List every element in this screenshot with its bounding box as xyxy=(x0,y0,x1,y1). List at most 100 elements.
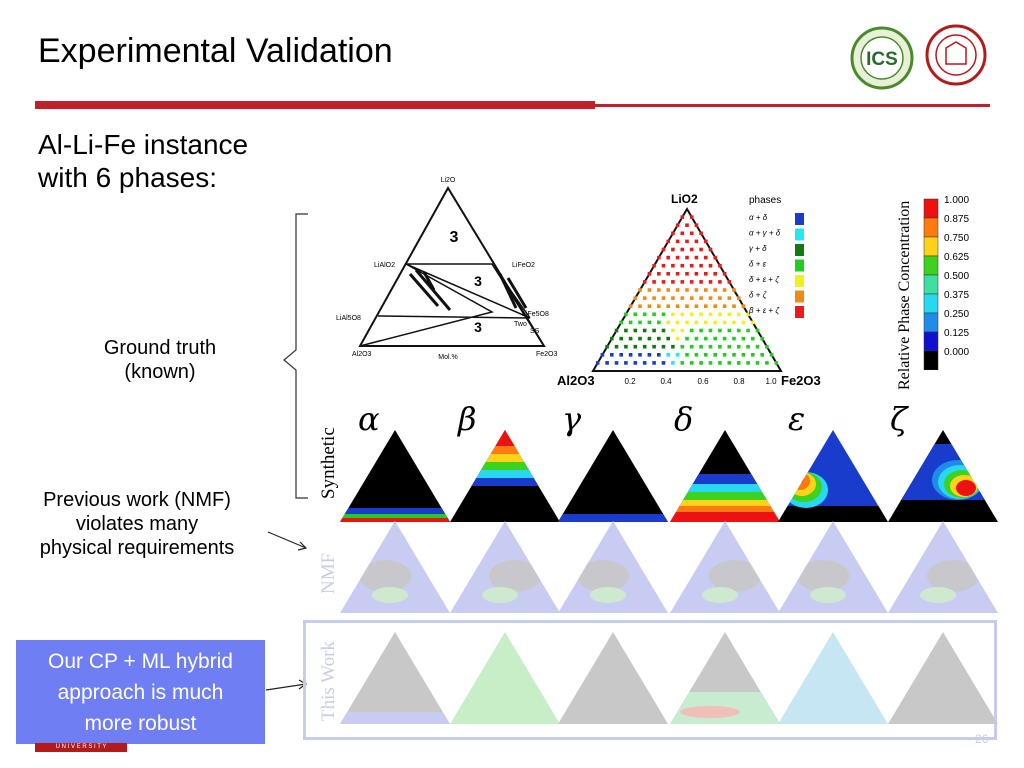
ternary-dot xyxy=(652,361,656,365)
ternary-tick: 0.2 xyxy=(624,377,636,386)
phases-legend-title: phases xyxy=(749,195,781,206)
colorbar: 1.000 0.875 0.750 0.625 0.500 0.375 0.250 0.125… xyxy=(923,195,969,370)
colorbar-tick: 1.000 xyxy=(944,195,969,206)
ternary-dot xyxy=(666,272,670,276)
ternary-dot xyxy=(642,312,647,317)
ternary-dot xyxy=(746,344,750,349)
ternary-dot xyxy=(718,280,722,284)
ternary-dot xyxy=(713,304,717,308)
ternary-dot xyxy=(689,328,694,333)
ternary-dot xyxy=(718,312,722,317)
ternary-dot xyxy=(657,288,661,292)
nmf-triangle xyxy=(340,521,450,613)
pd-label-ss: SS xyxy=(530,328,540,335)
annotation-lines xyxy=(265,213,308,691)
heading-line-2: with 6 phases: xyxy=(38,162,217,193)
synthetic-triangle xyxy=(340,430,450,522)
ternary-dot xyxy=(614,328,619,333)
greek-delta: δ xyxy=(674,400,694,438)
phase-legend-label: β + ε + ζ xyxy=(748,306,780,315)
colorbar-swatch xyxy=(923,198,939,219)
pd-label-lial5o8: LiAl5O8 xyxy=(336,315,361,322)
ternary-dot xyxy=(675,336,680,341)
ternary-dot xyxy=(765,344,769,349)
ternary-dot xyxy=(699,247,703,252)
our-approach-callout: Our CP + ML hybrid approach is much more… xyxy=(16,640,265,744)
ternary-dots xyxy=(595,215,779,365)
ternary-dot xyxy=(680,328,685,333)
ternary-dot xyxy=(600,353,605,357)
title-rule-thin xyxy=(595,104,990,107)
ternary-dot xyxy=(671,328,675,333)
pd-label-life5o8: LiFe5O8 xyxy=(522,311,549,318)
ternary-dot xyxy=(741,336,746,341)
ternary-dot xyxy=(624,361,628,365)
ternary-dot xyxy=(680,312,685,317)
greek-alpha: α xyxy=(358,400,380,438)
colorbar-swatch xyxy=(923,293,939,314)
ternary-dot xyxy=(657,336,661,341)
ternary-dot xyxy=(685,255,689,260)
ternary-dot xyxy=(685,288,689,292)
ternary-dot xyxy=(661,344,666,349)
ternary-dot xyxy=(666,239,670,244)
nmf-triangle xyxy=(670,521,780,613)
ternary-dot xyxy=(736,328,741,333)
ternary-dot xyxy=(732,353,736,357)
nmf-triangle xyxy=(558,521,668,613)
greek-zeta: ζ xyxy=(890,400,908,438)
ternary-dot xyxy=(657,353,661,357)
pd-label-lifeo2: LiFeO2 xyxy=(512,262,535,269)
this-work-triangle xyxy=(450,632,560,724)
ternary-dot xyxy=(605,361,609,365)
ternary-dot xyxy=(689,344,694,349)
ternary-dot xyxy=(699,263,703,268)
ternary-dot xyxy=(699,231,703,236)
ternary-dot xyxy=(661,247,666,252)
colorbar-tick: 0.375 xyxy=(944,290,969,301)
colorbar-swatch xyxy=(923,217,939,238)
ternary-dot xyxy=(694,336,699,341)
ternary-dot xyxy=(689,312,694,317)
ternary-dot xyxy=(624,312,628,317)
ternary-dot xyxy=(666,288,670,292)
instance-heading: Al-Li-Fe instance with 6 phases: xyxy=(38,128,338,194)
ternary-dot xyxy=(746,312,750,317)
ternary-dot xyxy=(642,280,647,284)
ternary-dot xyxy=(642,361,647,365)
ternary-dot xyxy=(638,353,642,357)
synthetic-triangle xyxy=(450,430,560,522)
ternary-tick: 0.6 xyxy=(697,377,709,386)
ternary-dot xyxy=(727,361,732,365)
ternary-dot xyxy=(708,263,713,268)
ternary-dot xyxy=(685,272,689,276)
ternary-dot xyxy=(713,288,717,292)
phase-legend-swatch xyxy=(795,244,804,256)
ternary-dot xyxy=(671,247,675,252)
ternary-dot xyxy=(638,336,642,341)
ternary-dot xyxy=(727,344,732,349)
ternary-dot xyxy=(746,328,750,333)
ternary-dot xyxy=(666,255,670,260)
ternary-dot xyxy=(619,353,623,357)
ternary-dot xyxy=(652,328,656,333)
ternary-dot xyxy=(713,353,717,357)
ternary-dot xyxy=(647,304,652,308)
ternary-dot xyxy=(642,344,647,349)
ternary-dot xyxy=(718,296,722,300)
colorbar-swatches: 1.000 0.875 0.750 0.625 0.500 0.375 0.250 0.125… xyxy=(923,195,969,370)
ternary-dot xyxy=(647,353,652,357)
ternary-dot xyxy=(624,328,628,333)
ternary-dot xyxy=(624,344,628,349)
ternary-dot xyxy=(680,361,685,365)
this-work-frame xyxy=(303,620,997,740)
ternary-dot xyxy=(689,215,694,219)
ternary-dot xyxy=(595,361,600,365)
ternary-dot xyxy=(708,296,713,300)
ternary-dot xyxy=(657,304,661,308)
nmf-arrow xyxy=(267,531,307,549)
ternary-dot xyxy=(755,328,760,333)
this-work-triangle xyxy=(670,632,780,724)
ternary-dot xyxy=(675,320,680,325)
ternary-dot xyxy=(680,263,685,268)
